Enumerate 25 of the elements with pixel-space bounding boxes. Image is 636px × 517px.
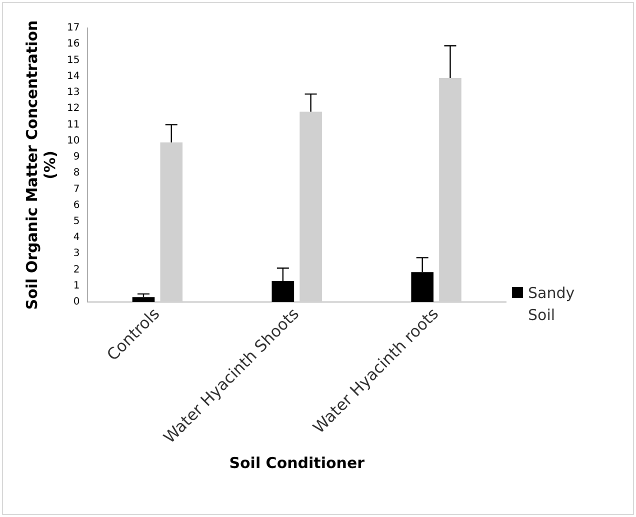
y-tick-label: 13 <box>66 87 80 98</box>
bar <box>439 78 462 302</box>
y-tick-label: 1 <box>73 280 80 292</box>
y-tick-label: 14 <box>66 70 80 82</box>
bar <box>160 142 183 302</box>
y-tick-label: 12 <box>66 103 80 114</box>
y-tick-label: 0 <box>73 296 80 308</box>
y-tick-label: 3 <box>73 248 80 260</box>
y-tick-label: 11 <box>66 119 80 130</box>
bar <box>300 112 322 302</box>
legend-label: Sandy Soil <box>528 283 576 326</box>
y-tick-label: 4 <box>73 232 80 244</box>
y-tick-label: 7 <box>73 184 80 195</box>
y-tick-label: 2 <box>73 264 80 276</box>
y-tick-label: 15 <box>66 54 80 66</box>
x-axis-title: Soil Conditioner <box>229 454 366 472</box>
y-tick-label: 16 <box>66 38 80 50</box>
y-tick-label: 9 <box>73 152 80 163</box>
y-tick-label: 6 <box>73 200 80 211</box>
y-tick-label: 10 <box>66 135 80 146</box>
y-tick-label: 5 <box>73 216 80 227</box>
y-tick-label: 8 <box>73 168 80 179</box>
y-axis-title: Soil Organic Matter Concentration (%) <box>22 20 59 310</box>
bar <box>132 297 155 302</box>
y-tick-label: 17 <box>66 22 80 34</box>
